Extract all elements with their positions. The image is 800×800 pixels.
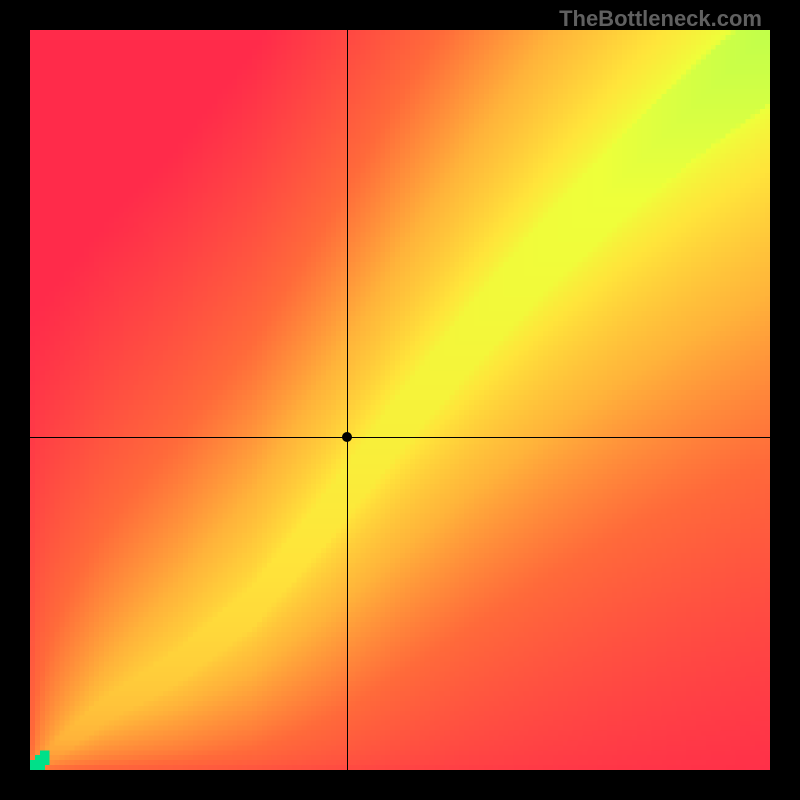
crosshair-horizontal <box>30 437 770 438</box>
data-point-marker <box>342 432 352 442</box>
crosshair-vertical <box>347 30 348 770</box>
heatmap-canvas <box>30 30 770 770</box>
bottleneck-heatmap-chart <box>30 30 770 770</box>
watermark-text: TheBottleneck.com <box>559 6 762 32</box>
